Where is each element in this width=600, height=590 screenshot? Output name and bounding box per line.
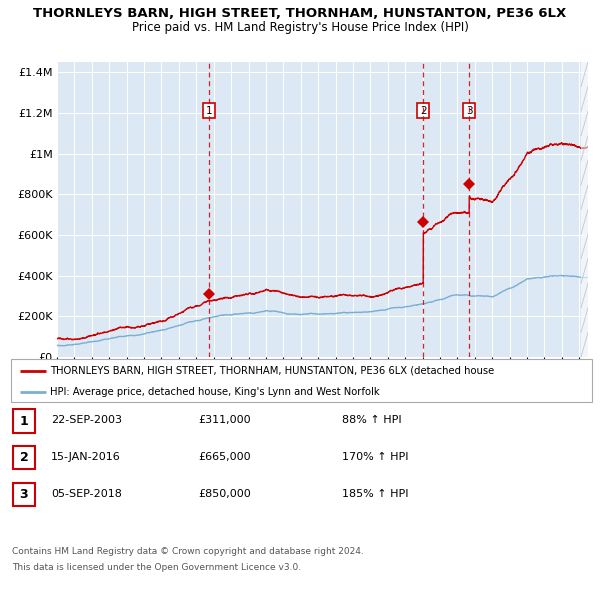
Text: This data is licensed under the Open Government Licence v3.0.: This data is licensed under the Open Gov… xyxy=(12,563,301,572)
Text: Contains HM Land Registry data © Crown copyright and database right 2024.: Contains HM Land Registry data © Crown c… xyxy=(12,547,364,556)
Text: THORNLEYS BARN, HIGH STREET, THORNHAM, HUNSTANTON, PE36 6LX: THORNLEYS BARN, HIGH STREET, THORNHAM, H… xyxy=(34,7,566,20)
Text: 185% ↑ HPI: 185% ↑ HPI xyxy=(342,489,409,499)
Text: 15-JAN-2016: 15-JAN-2016 xyxy=(51,452,121,462)
Text: £665,000: £665,000 xyxy=(198,452,251,462)
Text: 170% ↑ HPI: 170% ↑ HPI xyxy=(342,452,409,462)
Text: 3: 3 xyxy=(466,106,473,116)
Text: HPI: Average price, detached house, King's Lynn and West Norfolk: HPI: Average price, detached house, King… xyxy=(50,387,380,397)
Text: 3: 3 xyxy=(20,488,28,501)
Text: £311,000: £311,000 xyxy=(198,415,251,425)
Text: £850,000: £850,000 xyxy=(198,489,251,499)
Text: 2: 2 xyxy=(20,451,28,464)
Bar xyxy=(581,62,588,357)
FancyBboxPatch shape xyxy=(11,359,592,402)
Text: THORNLEYS BARN, HIGH STREET, THORNHAM, HUNSTANTON, PE36 6LX (detached house: THORNLEYS BARN, HIGH STREET, THORNHAM, H… xyxy=(50,366,494,376)
Text: 1: 1 xyxy=(20,415,28,428)
FancyBboxPatch shape xyxy=(13,446,35,469)
Text: 1: 1 xyxy=(206,106,212,116)
FancyBboxPatch shape xyxy=(13,483,35,506)
Text: 22-SEP-2003: 22-SEP-2003 xyxy=(51,415,122,425)
Text: 05-SEP-2018: 05-SEP-2018 xyxy=(51,489,122,499)
FancyBboxPatch shape xyxy=(13,409,35,432)
Text: 2: 2 xyxy=(420,106,427,116)
Text: Price paid vs. HM Land Registry's House Price Index (HPI): Price paid vs. HM Land Registry's House … xyxy=(131,21,469,34)
Text: 88% ↑ HPI: 88% ↑ HPI xyxy=(342,415,401,425)
